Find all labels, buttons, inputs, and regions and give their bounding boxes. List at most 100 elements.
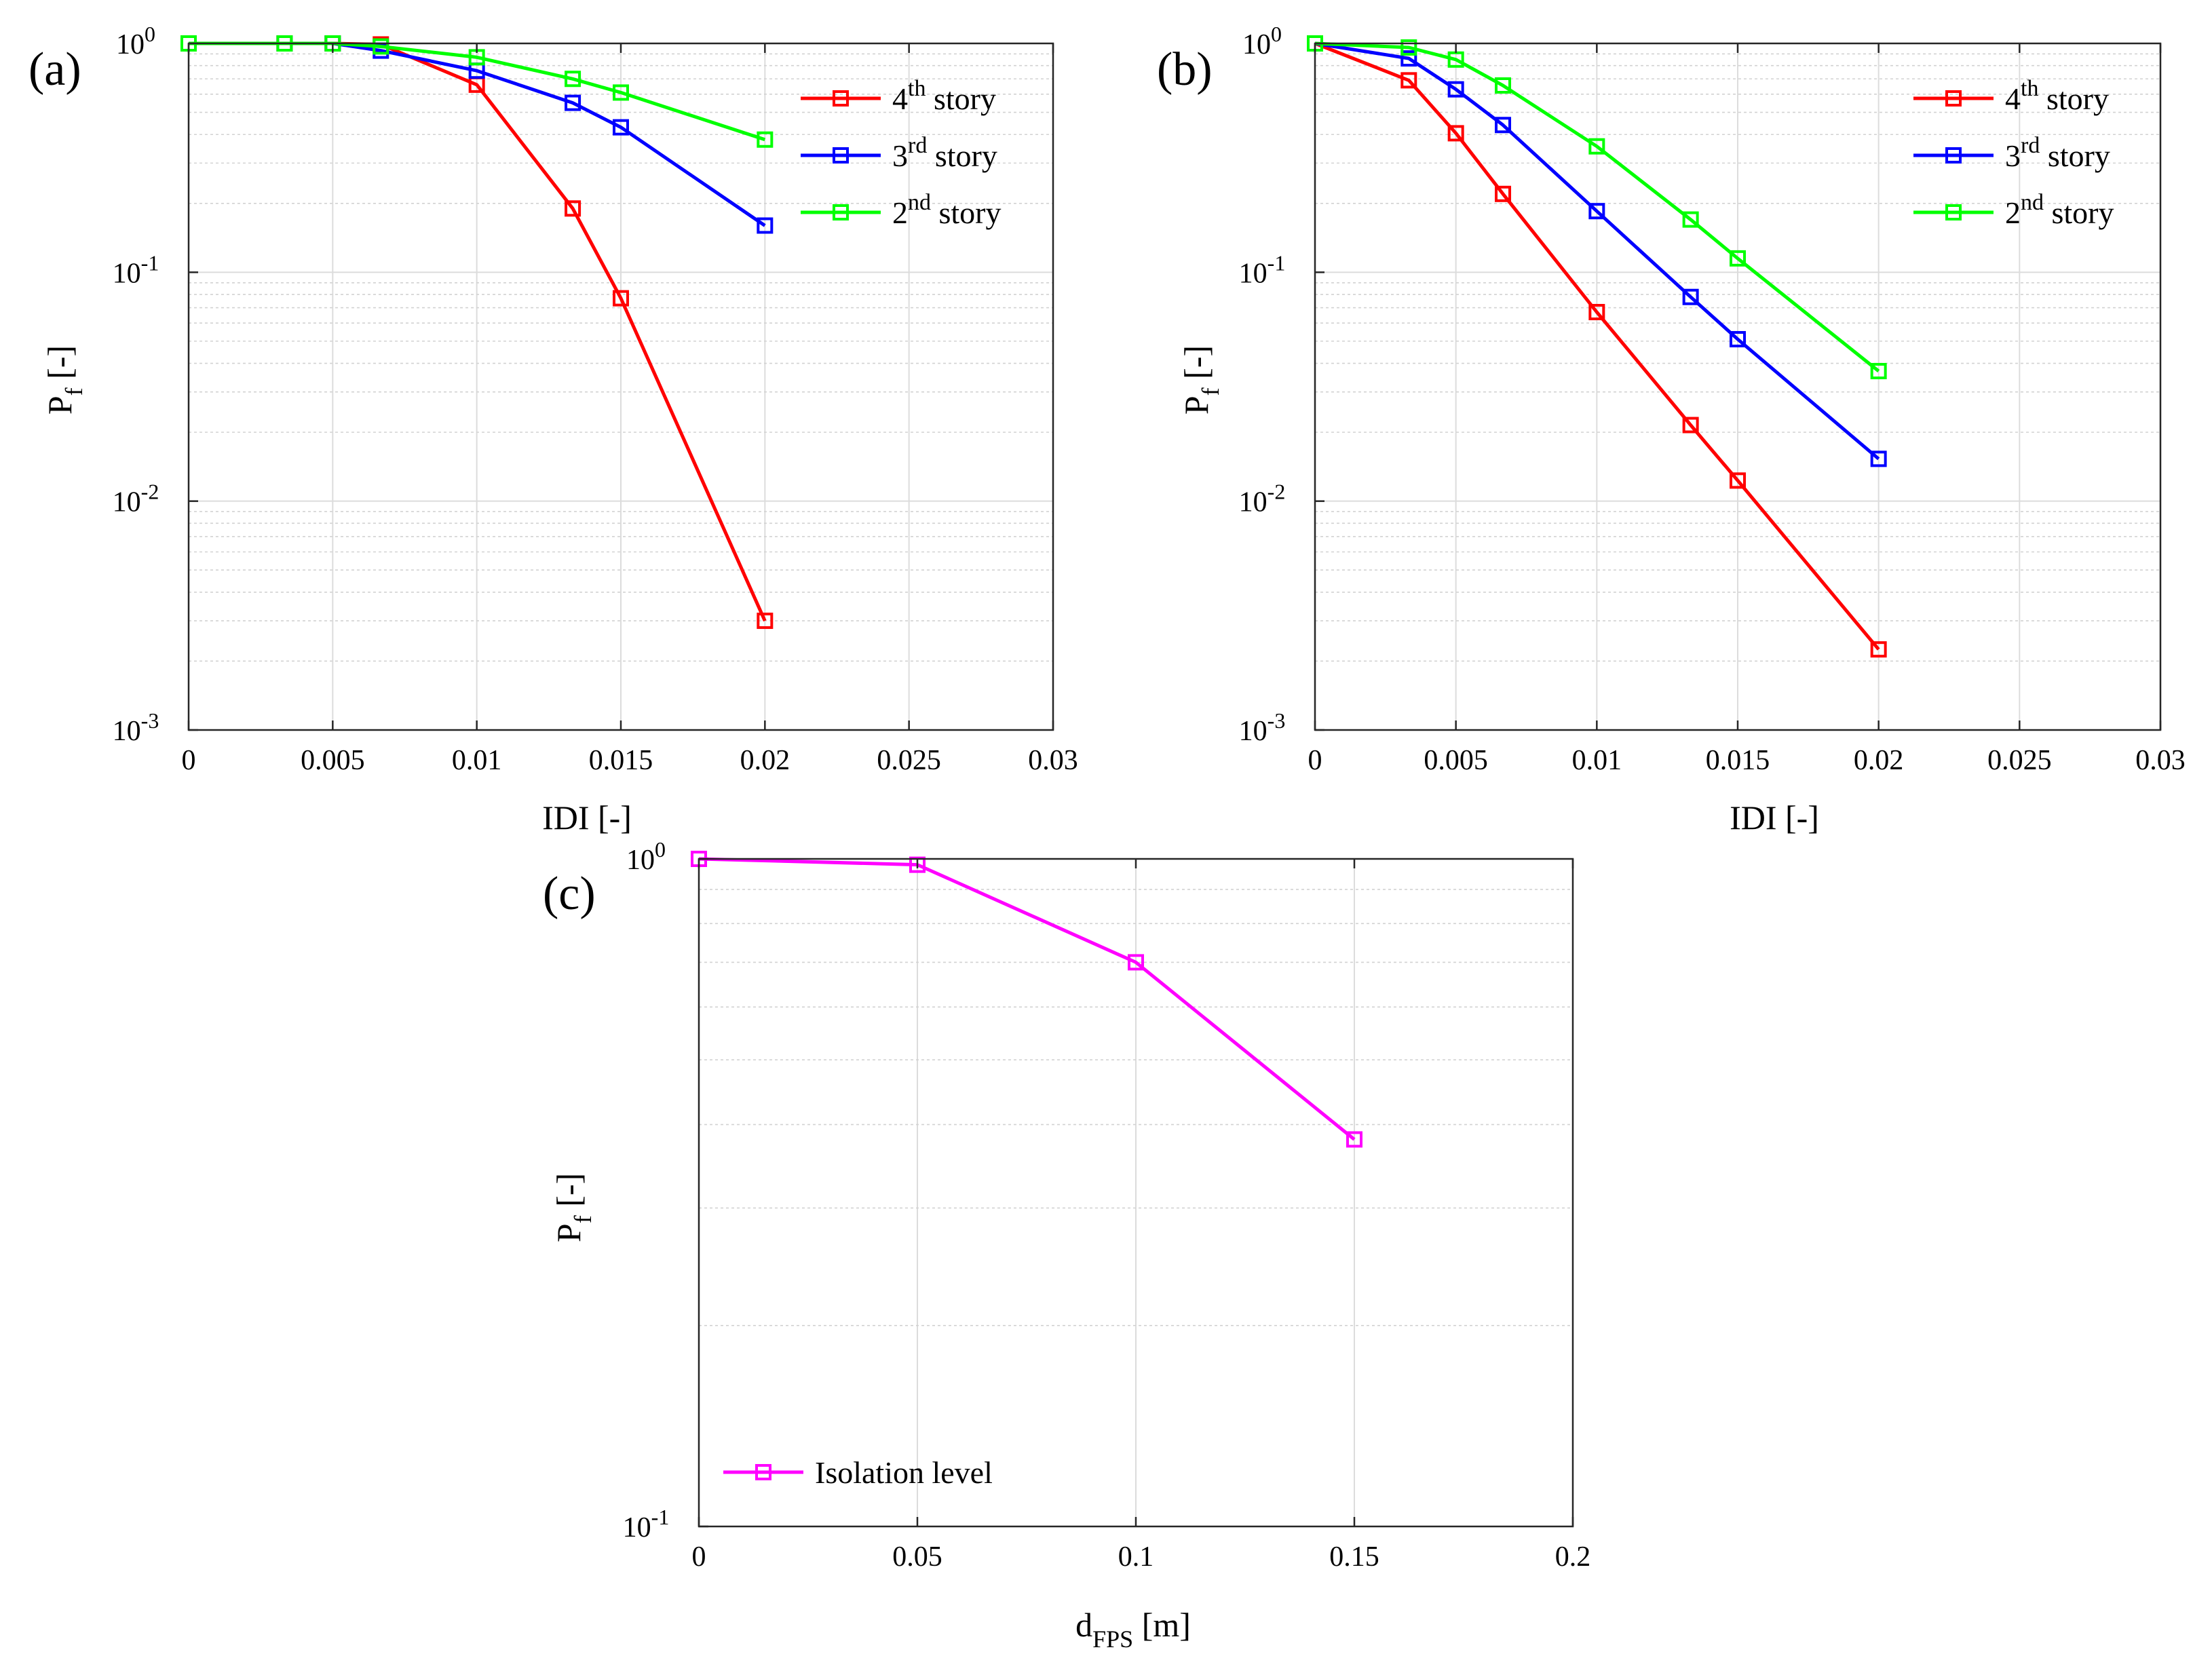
- panel-a-series-2-point-3: [373, 38, 389, 55]
- panel-b-series-1-point-2: [1447, 81, 1464, 98]
- panel-c-xtick-label-2: 0.1: [1118, 1541, 1154, 1573]
- panel-a-series-2-point-6: [613, 84, 629, 101]
- panel-a-ytick-label-2: 10-1: [113, 250, 159, 289]
- panel-c-xtick-label-3: 0.15: [1329, 1541, 1379, 1573]
- panel-label-c: (c): [543, 868, 596, 920]
- panel-a-legend-label-2: 2nd story: [892, 190, 1002, 230]
- panel-b-legend-label-1: 3rd story: [2005, 133, 2110, 173]
- panel-c: (c) 0 0.05 0.1 0.15 0.2 10-1 100 dFPS [m] Pf […: [543, 837, 1590, 1653]
- panel-b-xtick-label-0: 0: [1308, 745, 1322, 776]
- panel-b-ytick-label-2: 10-1: [1239, 250, 1286, 289]
- panel-a-legend: 4th story 3rd story 2nd story: [801, 76, 1002, 230]
- panel-b-series-2-point-4: [1588, 138, 1605, 155]
- panel-a-series-0-point-5: [565, 200, 581, 217]
- panel-a-series-2-point-7: [757, 131, 774, 148]
- panel-c-xtick-label-0: 0: [692, 1541, 706, 1573]
- panel-label-a: (a): [28, 43, 81, 96]
- panel-b-series-0-point-1: [1400, 72, 1417, 89]
- panel-b-series-1-point-6: [1730, 330, 1746, 347]
- panel-a-ylabel: Pf [-]: [41, 345, 88, 415]
- panel-a-xtick-label-3: 0.015: [589, 745, 653, 776]
- panel-b-series-1-point-3: [1495, 117, 1512, 134]
- panel-c-series: [691, 851, 1362, 1148]
- panel-a-xtick-label-2: 0.01: [452, 745, 502, 776]
- panel-a-legend-marker-1: [833, 147, 849, 164]
- panel-a-grid: [188, 43, 1054, 731]
- panel-c-legend-marker-0: [755, 1464, 771, 1480]
- panel-b-grid: [1314, 43, 2161, 731]
- panel-a-series-2-point-5: [565, 71, 581, 88]
- panel-a-legend-label-0: 4th story: [892, 76, 996, 116]
- panel-c-ticks: 0 0.05 0.1 0.15 0.2 10-1 100: [623, 837, 1591, 1573]
- panel-a-series-0-point-7: [757, 613, 774, 630]
- panel-a-series-0-point-6: [613, 290, 629, 307]
- panel-a-legend-label-1: 3rd story: [892, 133, 997, 173]
- panel-c-ytick-label-1: 100: [626, 837, 666, 876]
- panel-a: (a) 0 0.005 0.01 0.015 0.02 0.025 0.03 10-3 10-2…: [28, 22, 1078, 836]
- panel-b-legend-marker-0: [1945, 90, 1962, 107]
- panel-b: (b) 0 0.005 0.01 0.015 0.02 0.025 0.03 10-3 10-2…: [1157, 22, 2186, 836]
- panel-b-series-0-point-5: [1682, 417, 1699, 434]
- panel-b-series-1-point-4: [1588, 203, 1605, 220]
- panel-b-ytick-label-0: 10-3: [1239, 708, 1286, 747]
- panel-a-xtick-label-1: 0.005: [301, 745, 365, 776]
- panel-b-series-2-point-5: [1682, 211, 1699, 228]
- panel-a-ytick-label-0: 10-3: [113, 708, 159, 747]
- panel-c-xtick-label-1: 0.05: [892, 1541, 942, 1573]
- panel-b-legend-marker-1: [1945, 147, 1962, 164]
- panel-b-xlabel: IDI [-]: [1730, 799, 1819, 836]
- panel-b-series-0-point-4: [1588, 304, 1605, 321]
- panel-c-legend-label-0: Isolation level: [815, 1455, 993, 1490]
- panel-b-series-1-point-7: [1870, 450, 1887, 467]
- panel-b-series-0-point-7: [1870, 641, 1887, 658]
- panel-c-ytick-label-0: 10-1: [623, 1505, 670, 1543]
- panel-b-ytick-label-1: 10-2: [1239, 480, 1286, 518]
- panel-b-xtick-label-4: 0.02: [1854, 745, 1904, 776]
- panel-b-xtick-label-1: 0.005: [1424, 745, 1488, 776]
- panel-c-series-0-point-1: [909, 856, 926, 873]
- panel-b-series-0-point-6: [1730, 472, 1746, 489]
- panel-b-ylabel: Pf [-]: [1177, 345, 1224, 415]
- panel-c-legend: Isolation level: [723, 1455, 993, 1490]
- panel-b-legend-marker-2: [1945, 204, 1962, 220]
- panel-b-series-line-0: [1314, 41, 1880, 651]
- panel-a-xtick-label-6: 0.03: [1028, 745, 1078, 776]
- panel-c-grid: [698, 859, 1574, 1527]
- panel-c-ylabel: Pf [-]: [550, 1173, 596, 1242]
- panel-a-ytick-label-3: 100: [116, 22, 155, 60]
- panel-b-legend: 4th story 3rd story 2nd story: [1913, 76, 2114, 230]
- panel-b-series-2-point-6: [1730, 250, 1746, 267]
- panel-a-series-1-point-7: [757, 217, 774, 234]
- panel-c-xlabel: dFPS [m]: [1075, 1606, 1191, 1653]
- panel-b-ytick-label-3: 100: [1242, 22, 1282, 60]
- panel-b-series-0-point-2: [1447, 125, 1464, 142]
- panel-b-legend-label-2: 2nd story: [2005, 190, 2114, 230]
- panel-a-ticks: 0 0.005 0.01 0.015 0.02 0.025 0.03 10-3 10-2 10-1…: [113, 22, 1078, 776]
- panel-b-xtick-label-6: 0.03: [2135, 745, 2186, 776]
- panel-a-legend-marker-2: [833, 204, 849, 220]
- panel-b-xtick-label-2: 0.01: [1572, 745, 1622, 776]
- panel-a-xtick-label-4: 0.02: [740, 745, 790, 776]
- panel-c-series-line-0: [698, 857, 1356, 1141]
- panel-a-xlabel: IDI [-]: [542, 799, 632, 836]
- panel-b-series-2-point-7: [1870, 362, 1887, 379]
- panel-b-legend-label-0: 4th story: [2005, 76, 2109, 116]
- panel-label-b: (b): [1157, 43, 1213, 96]
- panel-a-legend-marker-0: [833, 90, 849, 107]
- panel-c-series-0-point-3: [1346, 1131, 1362, 1148]
- panel-a-xtick-label-5: 0.025: [877, 745, 941, 776]
- panel-a-ytick-label-1: 10-2: [113, 480, 159, 518]
- panel-b-xtick-label-3: 0.015: [1706, 745, 1770, 776]
- panel-b-series-2-point-3: [1495, 77, 1512, 94]
- panel-b-ticks: 0 0.005 0.01 0.015 0.02 0.025 0.03 10-3 10-2 10-1…: [1239, 22, 2186, 776]
- panel-c-xtick-label-4: 0.2: [1555, 1541, 1591, 1573]
- panel-a-series-1-point-6: [613, 119, 629, 136]
- panel-b-series-1-point-5: [1682, 288, 1699, 305]
- panel-b-series-0-point-3: [1495, 185, 1512, 202]
- panel-a-xtick-label-0: 0: [182, 745, 196, 776]
- panel-c-series-0-point-2: [1128, 954, 1144, 971]
- panel-a-series-1-point-5: [565, 94, 581, 111]
- panel-b-xtick-label-5: 0.025: [1987, 745, 2052, 776]
- panel-b-series-2-point-1: [1400, 39, 1417, 56]
